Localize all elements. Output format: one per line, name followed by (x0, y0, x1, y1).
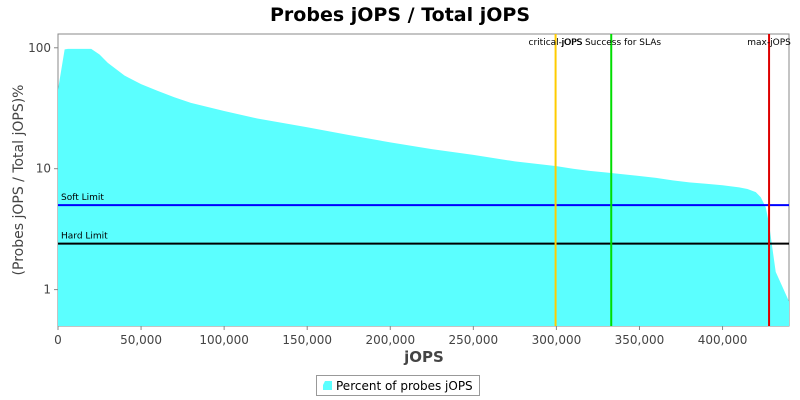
legend: Percent of probes jOPS (316, 375, 480, 396)
x-tick-label-2: 100,000 (199, 333, 249, 347)
y-axis: 1 10 100 (28, 41, 58, 297)
x-tick-label-4: 200,000 (365, 333, 415, 347)
x-tick-label-3: 150,000 (282, 333, 332, 347)
x-tick-label-6: 300,000 (532, 333, 582, 347)
x-tick-label-1: 50,000 (120, 333, 162, 347)
legend-swatch-icon (323, 381, 332, 390)
vline-label-2: max-jOPS (747, 38, 791, 48)
horizontal-lines: Soft Limit Hard Limit (58, 193, 789, 245)
hline-label-1: Hard Limit (61, 232, 108, 242)
x-tick-label-8: 400,000 (698, 333, 748, 347)
x-tick-label-5: 250,000 (449, 333, 499, 347)
hline-label-0: Soft Limit (61, 193, 104, 203)
x-tick-label-7: 350,000 (615, 333, 665, 347)
series-area-0 (58, 48, 789, 327)
y-tick-label-0: 1 (43, 283, 51, 297)
chart-title: Probes jOPS / Total jOPS (270, 4, 530, 26)
vline-label-0: critical-jOPS (529, 38, 583, 48)
x-axis-label: jOPS (403, 348, 444, 366)
y-tick-label-1: 10 (36, 162, 51, 176)
y-tick-label-2: 100 (28, 41, 51, 55)
legend-item-label: Percent of probes jOPS (336, 378, 473, 393)
x-tick-label-0: 0 (54, 333, 62, 347)
x-axis: 0 50,000 100,000 150,000 200,000 250,000 300,0… (54, 326, 747, 347)
vline-label-1: jOPS Success for SLAs (560, 38, 661, 48)
series-layer (58, 48, 789, 327)
y-axis-label: (Probes jOPS / Total jOPS)% (11, 85, 27, 276)
